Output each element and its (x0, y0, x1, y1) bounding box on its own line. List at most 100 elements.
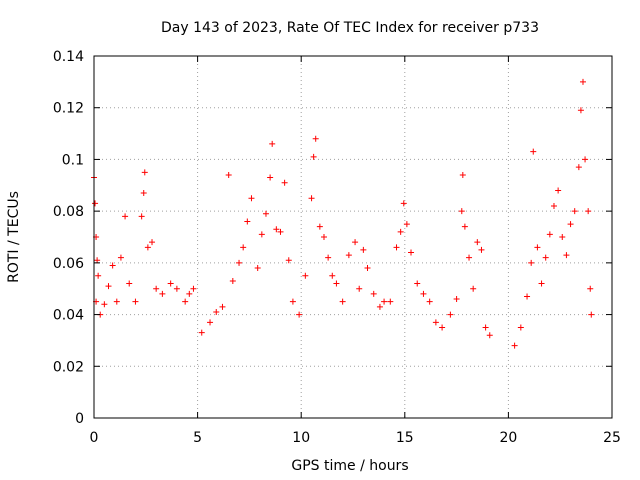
data-point (577, 107, 584, 114)
data-point (567, 221, 574, 228)
grid (94, 56, 612, 418)
data-point (458, 208, 465, 215)
data-point (555, 187, 562, 194)
data-point (141, 169, 148, 176)
data-point (101, 301, 108, 308)
data-point (219, 303, 226, 310)
data-point (579, 78, 586, 85)
data-point (459, 171, 466, 178)
data-point (461, 223, 468, 230)
chart-title: Day 143 of 2023, Rate Of TEC Index for r… (161, 20, 539, 36)
y-tick-label: 0.06 (53, 256, 84, 272)
data-point (360, 246, 367, 253)
y-tick-label: 0 (75, 411, 84, 427)
data-point (190, 285, 197, 292)
data-point (109, 262, 116, 269)
data-point (198, 329, 205, 336)
data-point (269, 140, 276, 147)
data-point (559, 234, 566, 240)
data-point (281, 179, 288, 186)
data-point (92, 200, 99, 207)
data-point (95, 272, 102, 279)
data-point (400, 200, 407, 207)
data-point (517, 324, 524, 331)
data-point (439, 324, 446, 331)
data-point (393, 244, 400, 251)
data-point (153, 285, 160, 292)
data-point (470, 285, 477, 292)
data-point (113, 298, 120, 305)
y-tick-label: 0.14 (53, 49, 84, 65)
data-point (370, 290, 377, 297)
data-point (542, 254, 549, 261)
data-point (352, 239, 359, 246)
y-tick-label: 0.1 (62, 152, 84, 168)
axis-ticks (93, 55, 613, 419)
data-point (325, 254, 332, 261)
data-point (302, 272, 309, 279)
data-point (466, 254, 473, 261)
data-point (528, 259, 535, 266)
y-tick-label: 0.04 (53, 308, 84, 324)
data-point (258, 231, 265, 238)
data-point (364, 265, 371, 272)
x-tick-label: 20 (499, 430, 517, 446)
data-point (273, 226, 280, 233)
data-point (453, 296, 460, 303)
data-point (582, 156, 589, 163)
data-point (345, 252, 352, 259)
data-point (244, 218, 251, 225)
data-point (414, 280, 421, 287)
data-point (511, 342, 518, 349)
data-point (105, 283, 112, 290)
data-point (397, 228, 404, 235)
data-point (563, 252, 570, 259)
data-point (236, 259, 243, 266)
data-point (585, 208, 592, 215)
x-axis-label: GPS time / hours (291, 458, 408, 474)
data-point (126, 280, 133, 287)
x-tick-label: 25 (603, 430, 621, 446)
data-point (381, 298, 388, 305)
data-point (426, 298, 433, 305)
data-point (339, 298, 346, 305)
data-point (310, 153, 317, 160)
data-point (534, 244, 541, 251)
data-point (538, 280, 545, 287)
data-point (316, 223, 323, 230)
x-tick-label: 10 (292, 430, 310, 446)
y-axis-label: ROTI / TECUs (6, 191, 22, 283)
data-point (420, 290, 427, 297)
data-point (308, 195, 315, 202)
data-point (186, 290, 193, 297)
data-point (138, 213, 145, 220)
data-point (482, 324, 489, 331)
data-point (550, 202, 557, 209)
data-point (229, 277, 236, 284)
data-point (530, 148, 537, 155)
data-point (140, 190, 147, 197)
data-point (408, 249, 415, 256)
data-point (149, 239, 156, 246)
data-point (474, 239, 481, 246)
data-point (376, 303, 383, 310)
plot-frame (93, 55, 613, 419)
data-point (159, 290, 166, 297)
data-point (296, 311, 303, 318)
tick-labels: 0 5 10 15 20 25 0 0.02 0.04 0.06 0.08 0.1 0.12 0.14 (53, 49, 621, 446)
data-point (387, 298, 394, 305)
data-point (248, 195, 255, 202)
data-point (144, 244, 151, 251)
data-point (285, 257, 292, 264)
data-point (225, 171, 232, 178)
data-point (486, 332, 493, 339)
data-point (587, 285, 594, 292)
data-point (94, 257, 101, 264)
y-tick-label: 0.02 (53, 359, 84, 375)
x-tick-label: 0 (90, 430, 99, 446)
data-point (333, 280, 340, 287)
data-point (262, 210, 269, 217)
data-point (132, 298, 139, 305)
data-point (588, 311, 595, 318)
